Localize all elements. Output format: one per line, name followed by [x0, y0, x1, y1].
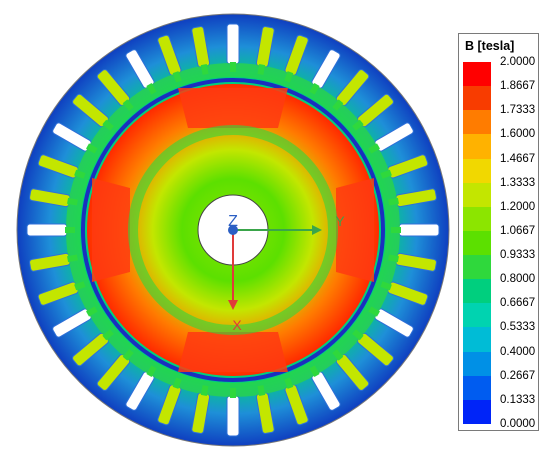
legend-tick-label: 0.8000: [500, 273, 536, 286]
rotor-pole-top: [178, 88, 288, 128]
axis-origin: [228, 225, 238, 235]
legend-swatch: [463, 255, 491, 280]
air-gap: [81, 78, 385, 382]
legend-swatch: [463, 303, 491, 328]
legend-swatch: [463, 182, 491, 208]
stator-tooth-ring: [66, 63, 400, 397]
legend-tick-label: 1.7333: [500, 104, 536, 117]
legend-swatch: [463, 351, 491, 377]
legend-swatch: [463, 158, 491, 184]
legend-swatch: [463, 206, 491, 232]
legend-tick-label: 0.6667: [500, 297, 536, 310]
rotor-inner-ring: [128, 125, 338, 335]
rotor-pole-right: [336, 178, 374, 282]
legend-swatch: [463, 230, 491, 256]
legend-swatch: [463, 134, 491, 160]
color-legend: B [tesla] 2.0000 1.8667 1.7333 1.6000 1.4667…: [458, 33, 539, 431]
axis-z-label: Z: [228, 213, 238, 230]
legend-swatch: [463, 110, 491, 135]
rotor-poles: [92, 88, 374, 372]
rotor-pole-bottom: [178, 332, 288, 372]
coordinate-triad: Z Y X: [228, 213, 345, 333]
axis-x-arrow: [228, 300, 238, 310]
rotor-pole-left: [92, 178, 130, 282]
legend-color-bar: [463, 62, 491, 425]
legend-tick-label: 1.4667: [500, 152, 536, 165]
legend-tick-label: 0.4000: [500, 345, 536, 358]
legend-swatch: [463, 399, 491, 425]
legend-tick-label: 1.0667: [500, 224, 536, 237]
legend-tick-label: 0.5333: [500, 321, 536, 334]
legend-swatch: [463, 327, 491, 353]
legend-tick-label: 1.8667: [500, 80, 536, 93]
legend-tick-label: 0.9333: [500, 249, 536, 262]
field-plot-viewport[interactable]: Z Y X: [0, 0, 450, 463]
legend-tick-label: 0.0000: [500, 418, 536, 430]
legend-tick-label: 0.1333: [500, 393, 536, 406]
legend-tick-label: 1.6000: [500, 128, 536, 141]
axis-y-label: Y: [335, 213, 345, 229]
axis-y-arrow: [312, 225, 322, 235]
axis-x-label: X: [232, 317, 242, 333]
legend-title: B [tesla]: [465, 39, 515, 53]
legend-swatch: [463, 62, 491, 87]
legend-tick-label: 0.2667: [500, 369, 536, 382]
legend-tick-label: 2.0000: [500, 56, 536, 68]
legend-tick-label: 1.3333: [500, 176, 536, 189]
legend-swatch: [463, 279, 491, 304]
legend-swatch: [463, 86, 491, 111]
legend-swatch: [463, 375, 491, 401]
legend-tick-label: 1.2000: [500, 200, 536, 213]
